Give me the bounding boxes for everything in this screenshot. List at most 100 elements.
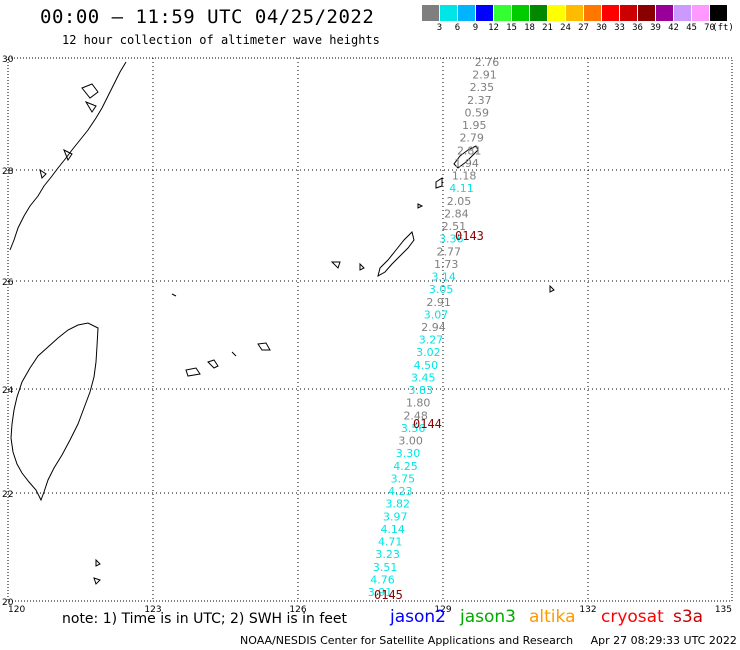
legend-swatch [602,5,619,21]
pass-time-labels: 0143 0144 0145 [374,229,484,602]
lat-label: 24 [2,386,14,396]
wave-height-value: 4.71 [378,536,403,549]
wave-height-value: 2.91 [426,296,451,309]
wave-height-value: 2.77 [437,245,462,258]
lon-label: 120 [8,605,25,615]
wave-height-value: 2.35 [470,81,495,94]
wave-height-value: 2.37 [467,94,492,107]
legend-swatch [512,5,529,21]
legend-swatch [494,5,511,21]
legend-swatch [638,5,655,21]
wave-height-value: 2.91 [472,69,497,82]
legend-swatch [566,5,583,21]
wave-height-value: 4.25 [393,460,418,473]
lat-label: 22 [2,490,13,500]
wave-height-value: 0.59 [465,107,490,120]
lon-label: 126 [289,605,306,615]
wave-height-value: 3.14 [431,271,456,284]
legend-swatch [674,5,691,21]
wave-height-value: 3.45 [411,372,436,385]
wave-height-value: 3.05 [429,283,454,296]
axis-labels: 120 123 126 129 132 135 30 28 26 24 22 20 [2,55,732,615]
wave-height-value: 2.05 [447,195,472,208]
legend-swatch [584,5,601,21]
pass-time: 0143 [455,229,484,243]
wave-height-value: 3.30 [396,447,421,460]
legend-tick-label: 15 [506,23,517,33]
sat-label-cryosat: cryosat [601,607,664,627]
wave-height-value: 2.79 [459,132,484,145]
legend-tick-label: 6 [454,23,461,33]
legend-swatch [530,5,547,21]
lat-label: 30 [2,55,14,65]
credit-line: NOAA/NESDIS Center for Satellite Applica… [240,634,737,647]
pass-time: 0144 [413,417,442,431]
wave-height-value: 2.84 [444,207,469,220]
amami-coastline [453,145,479,169]
taiwan-coastline [10,322,99,502]
sat-label-jason3: jason3 [460,607,516,627]
legend-unit: (ft) [712,23,734,33]
wave-height-value: 3.56 [401,422,426,435]
wave-height-value: 4.76 [370,573,395,586]
lon-label: 135 [715,605,732,615]
wave-height-value: 3.97 [383,510,408,523]
wave-height-value: 3.23 [375,548,400,561]
sat-label-s3a: s3a [673,607,704,627]
wave-height-value: 3.75 [391,472,416,485]
color-legend: 3 6 9 12 15 18 21 24 27 30 33 36 39 42 45 70 (ft) [422,5,734,35]
legend-swatch [620,5,637,21]
credit-text: NOAA/NESDIS Center for Satellite Applica… [240,634,574,647]
lat-label: 28 [2,167,14,177]
wave-height-value: 3.82 [386,498,411,511]
wave-height-value: 3.07 [424,308,449,321]
wave-height-value: 3.83 [409,384,434,397]
legend-swatch [710,5,727,21]
legend-tick-label: 12 [488,23,499,33]
wave-height-value: 3.36 [439,233,464,246]
legend-tick-label: 33 [614,23,625,33]
legend-tick-label: 21 [542,23,553,33]
sat-label-jason2: jason2 [390,607,446,627]
wave-height-value: 4.23 [388,485,413,498]
wave-height-value: 2.94 [421,321,446,334]
wave-height-value: 4.14 [380,523,405,536]
wave-height-value: 3.02 [416,346,441,359]
units-note: note: 1) Time is in UTC; 2) SWH is in fe… [62,611,348,627]
legend-tick-label: 70 [704,23,715,33]
sat-label-altika: altika [529,607,576,627]
northwest-coastline [9,61,127,251]
lat-label: 26 [2,278,14,288]
legend-tick-label: 39 [650,23,661,33]
legend-swatch [476,5,493,21]
wave-height-value: 1.18 [452,170,477,183]
small-islands [93,203,555,585]
tokunoshima-coastline [435,177,443,189]
wave-height-value: 2.76 [475,56,500,69]
wave-height-value: 3.00 [398,435,423,448]
lon-label: 129 [434,605,451,615]
legend-tick-label: 3 [436,23,443,33]
pass-time: 0145 [374,588,403,602]
legend-tick-label: 45 [686,23,697,33]
wave-height-value: 3.51 [373,561,398,574]
wave-height-value: 1.80 [406,397,431,410]
okinawa-coastline [377,231,415,278]
legend-tick-label: 36 [632,23,643,33]
miyako-coastline [257,342,271,351]
legend-tick-label: 18 [524,23,535,33]
wave-height-value: 2.81 [457,144,482,157]
legend-swatch [422,5,439,21]
wave-height-value: 4.11 [449,182,474,195]
wave-height-value: 2.48 [403,409,428,422]
timestamp: Apr 27 08:29:33 UTC 2022 [590,634,737,647]
jeju-area-islands [39,83,99,179]
wave-height-value: 3.91 [368,586,393,599]
coastlines [9,61,555,585]
legend-swatch [548,5,565,21]
wave-height-value: 3.27 [419,334,444,347]
wave-height-value: 2.51 [442,220,467,233]
legend-tick-label: 24 [560,23,571,33]
map-subtitle: 12 hour collection of altimeter wave hei… [62,33,380,47]
